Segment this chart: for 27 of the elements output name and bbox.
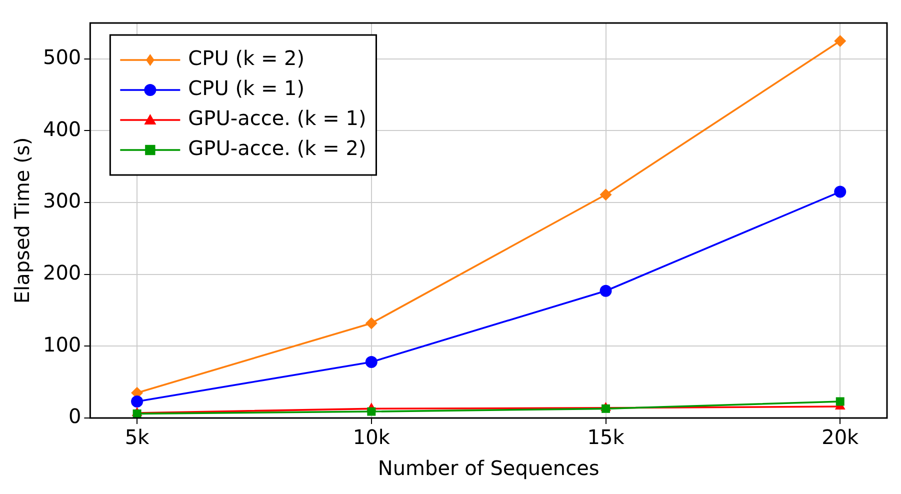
point [834,186,846,198]
point [836,397,844,406]
legend-label: GPU-acce. (k = 2) [188,136,366,160]
y-tick-label: 100 [42,332,82,356]
point [600,188,612,201]
x-tick-label: 5k [124,425,150,450]
legend-label: CPU (k = 1) [188,76,305,100]
x-tick-label: 10k [352,425,390,450]
y-tick-label: 400 [42,116,82,141]
y-tick-label: 300 [42,188,82,213]
point [131,395,144,408]
point [365,317,378,330]
point [132,409,142,418]
x-tick-label: 15k [587,425,625,450]
y-tick-label: 0 [68,404,82,428]
point [367,407,376,416]
point [834,34,846,47]
x-tick-label: 20k [822,425,860,450]
y-axis-title: Elapsed Time (s) [10,137,34,304]
x-axis-title: Number of Sequences [378,456,600,480]
point [600,284,612,297]
legend-label: GPU-acce. (k = 1) [188,106,366,130]
point [602,404,610,413]
point [365,356,378,368]
y-tick-label: 200 [42,260,82,285]
y-tick-label: 500 [42,45,82,70]
legend-label: CPU (k = 2) [188,46,305,70]
